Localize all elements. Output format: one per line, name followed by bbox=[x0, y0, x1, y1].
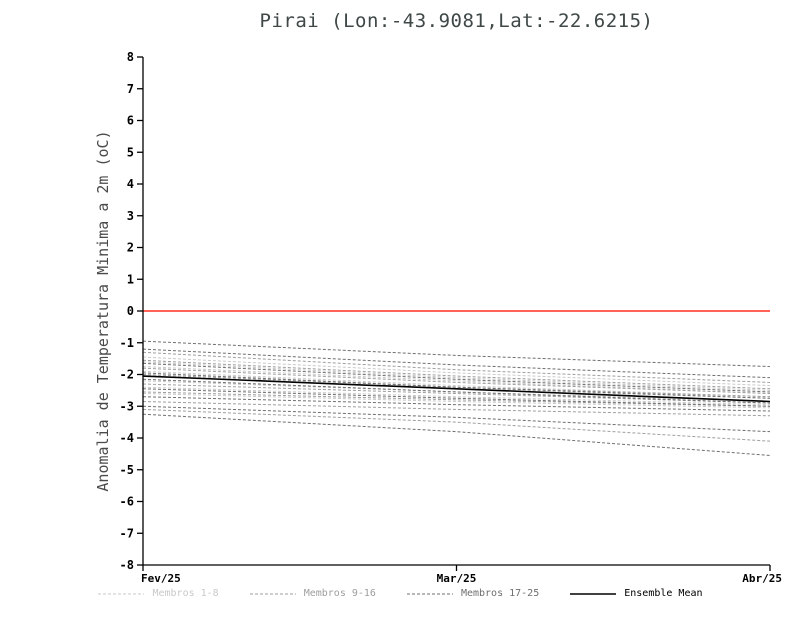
ensemble-member-line bbox=[142, 400, 771, 417]
ensemble-member-line bbox=[142, 359, 771, 390]
ensemble-member-line bbox=[142, 366, 771, 395]
ensemble-member-line bbox=[142, 393, 771, 409]
ensemble-member-line bbox=[142, 372, 771, 399]
legend-line-sample bbox=[249, 593, 296, 594]
ensemble-member-line bbox=[142, 391, 771, 407]
x-tick-label: Mar/25 bbox=[437, 572, 477, 585]
ensemble-member-line bbox=[142, 351, 771, 383]
ensemble-member-line bbox=[142, 386, 771, 406]
y-tick-label: -3 bbox=[120, 399, 134, 413]
y-tick-label: 3 bbox=[127, 209, 134, 223]
y-tick-label: 2 bbox=[127, 241, 134, 255]
legend-label: Membros 1-8 bbox=[152, 588, 219, 599]
y-tick-label: -8 bbox=[120, 558, 134, 572]
legend-line-sample bbox=[570, 592, 617, 595]
y-tick-label: 4 bbox=[127, 177, 134, 191]
y-tick-label: 7 bbox=[127, 82, 134, 96]
y-tick-label: -2 bbox=[120, 368, 134, 382]
x-tick-label: Abr/25 bbox=[742, 572, 782, 585]
y-tick-label: -7 bbox=[120, 526, 134, 540]
y-tick-label: -1 bbox=[120, 336, 134, 350]
y-tick-label: -6 bbox=[120, 495, 134, 509]
ensemble-member-line bbox=[142, 361, 771, 391]
ensemble-member-line bbox=[142, 405, 771, 433]
legend-item: Membros 9-16 bbox=[249, 588, 376, 599]
ensemble-mean-line bbox=[142, 375, 771, 403]
y-tick-label: 8 bbox=[127, 50, 134, 64]
ensemble-member-line bbox=[142, 378, 771, 404]
ensemble-member-line bbox=[142, 380, 771, 402]
legend-label: Membros 9-16 bbox=[303, 588, 376, 599]
ensemble-member-line bbox=[142, 340, 771, 368]
ensemble-member-line bbox=[142, 356, 771, 387]
chart-title: Pirai (Lon:-43.9081,Lat:-22.6215) bbox=[259, 10, 654, 32]
ensemble-member-line bbox=[142, 388, 771, 407]
y-tick-label: 5 bbox=[127, 145, 134, 159]
legend-item: Ensemble Mean bbox=[569, 588, 703, 599]
ensemble-member-line bbox=[142, 396, 771, 412]
ensemble-member-line bbox=[142, 370, 771, 398]
legend-label: Membros 17-25 bbox=[460, 588, 540, 599]
ensemble-member-line bbox=[142, 383, 771, 404]
ensemble-member-line bbox=[142, 413, 771, 456]
legend-item: Membros 1-8 bbox=[97, 588, 219, 599]
ensemble-member-line bbox=[142, 408, 771, 442]
legend-line-sample bbox=[98, 593, 145, 594]
y-tick-label: -4 bbox=[120, 431, 134, 445]
legend-item: Membros 17-25 bbox=[406, 588, 539, 599]
y-tick-label: -5 bbox=[120, 463, 134, 477]
y-tick-label: 1 bbox=[127, 272, 134, 286]
ensemble-member-line bbox=[142, 362, 771, 393]
legend: Membros 1-8 Membros 9-16 Membros 17-25 Ense… bbox=[0, 588, 800, 599]
ensemble-member-line bbox=[142, 348, 771, 379]
ensemble-member-line bbox=[142, 367, 771, 395]
y-tick-label: 0 bbox=[127, 304, 134, 318]
ensemble-member-line bbox=[142, 375, 771, 399]
ensemble-member-line bbox=[142, 374, 771, 398]
x-tick-label: Fev/25 bbox=[141, 572, 181, 585]
legend-line-sample bbox=[406, 593, 453, 594]
y-tick-label: 6 bbox=[127, 114, 134, 128]
legend-label: Ensemble Mean bbox=[624, 588, 703, 599]
